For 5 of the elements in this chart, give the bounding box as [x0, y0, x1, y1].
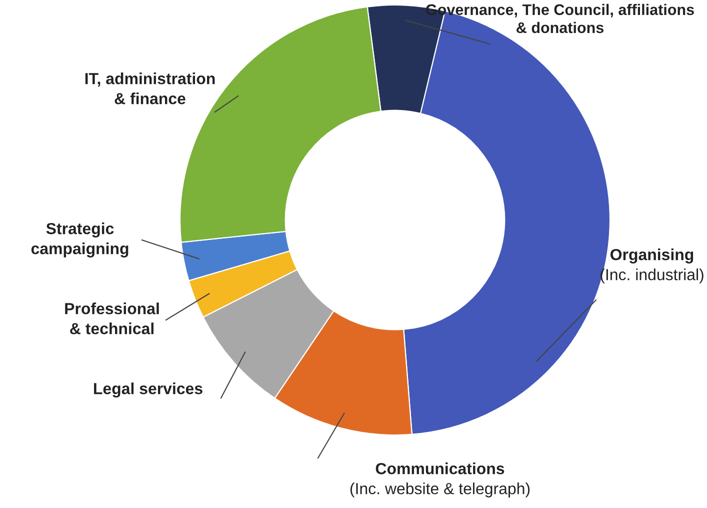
slice-label: Communications (Inc. website & telegraph) — [350, 462, 530, 498]
slice-label: Professional & technical — [65, 302, 159, 334]
slice-label: Legal services — [94, 382, 202, 398]
slice-label: Strategic campaigning — [31, 222, 128, 258]
slice-label: IT, administration & finance — [85, 72, 215, 104]
